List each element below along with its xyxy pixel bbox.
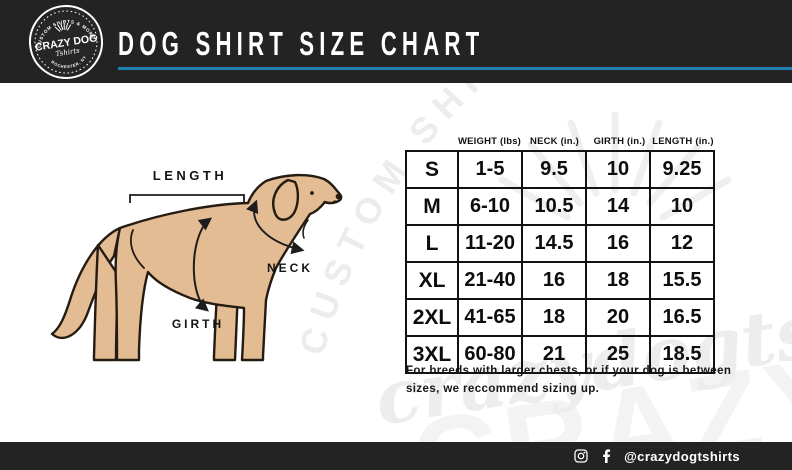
cell-girth: 25 <box>585 335 651 374</box>
logo-rays <box>54 22 72 32</box>
col-header-weight: WEIGHT (lbs) <box>457 136 522 147</box>
dog-nose <box>335 193 343 200</box>
neck-measure-arrow <box>246 199 305 255</box>
table-column-headers: WEIGHT (lbs) NECK (in.) GIRTH (in.) LENG… <box>405 130 717 147</box>
title-underline <box>118 67 792 70</box>
dog-measurement-diagram: LENGTH NECK GIRTH <box>50 168 343 362</box>
dog-eye <box>310 191 314 195</box>
cell-length: 10 <box>649 187 715 226</box>
facebook-icon[interactable] <box>599 449 613 463</box>
col-header-girth: GIRTH (in.) <box>593 136 646 147</box>
sizing-note: For breeds with larger chests, or if you… <box>406 365 732 395</box>
cell-girth: 20 <box>585 298 651 337</box>
col-header-length: LENGTH (in.) <box>652 136 714 147</box>
table-row: M 6-10 10.5 14 10 <box>405 187 715 226</box>
dog-mouth-line <box>323 200 336 205</box>
size-table: S 1-5 9.5 10 9.25 M 6-10 10.5 14 10 L 11-20 14.5 16 12… <box>405 150 715 374</box>
cell-neck: 10.5 <box>521 187 587 226</box>
page-title: DOG SHIRT SIZE CHART <box>118 26 485 63</box>
cell-weight: 6-10 <box>457 187 523 226</box>
table-row: 3XL 60-80 21 25 18.5 <box>405 335 715 374</box>
cell-weight: 60-80 <box>457 335 523 374</box>
cell-neck: 21 <box>521 335 587 374</box>
cell-girth: 18 <box>585 261 651 300</box>
girth-label: GIRTH <box>172 317 224 331</box>
cell-girth: 14 <box>585 187 651 226</box>
girth-measure-arrow <box>192 217 213 312</box>
cell-neck: 16 <box>521 261 587 300</box>
cell-length: 16.5 <box>649 298 715 337</box>
cell-length: 18.5 <box>649 335 715 374</box>
cell-size: S <box>405 150 459 189</box>
cell-length: 12 <box>649 224 715 263</box>
instagram-icon[interactable] <box>574 449 588 463</box>
col-header-neck: NECK (in.) <box>530 136 579 147</box>
header-bar: CUSTOM SHIRTS & MORE CRAZY DOG Tshirts R… <box>0 0 792 83</box>
crazy-dog-logo: CUSTOM SHIRTS & MORE CRAZY DOG Tshirts R… <box>29 5 103 79</box>
size-table-body: S 1-5 9.5 10 9.25 M 6-10 10.5 14 10 L 11-20 14.5 16 12… <box>405 150 715 374</box>
cell-weight: 41-65 <box>457 298 523 337</box>
footer-bar: @crazydogtshirts <box>0 442 792 470</box>
length-label: LENGTH <box>153 168 227 183</box>
dog-far-hind-leg <box>92 243 120 362</box>
neck-label: NECK <box>267 261 313 275</box>
cell-size: XL <box>405 261 459 300</box>
cell-length: 9.25 <box>649 150 715 189</box>
cell-girth: 16 <box>585 224 651 263</box>
logo-script-text: Tshirts <box>55 46 81 58</box>
dog-thigh-line <box>130 229 145 269</box>
cell-weight: 21-40 <box>457 261 523 300</box>
cell-neck: 18 <box>521 298 587 337</box>
table-row: L 11-20 14.5 16 12 <box>405 224 715 263</box>
length-bracket <box>129 194 245 203</box>
cell-neck: 9.5 <box>521 150 587 189</box>
cell-girth: 10 <box>585 150 651 189</box>
cell-weight: 1-5 <box>457 150 523 189</box>
social-handle[interactable]: @crazydogtshirts <box>624 448 740 464</box>
table-row: XL 21-40 16 18 15.5 <box>405 261 715 300</box>
cell-size: 2XL <box>405 298 459 337</box>
table-row: S 1-5 9.5 10 9.25 <box>405 150 715 189</box>
table-row: 2XL 41-65 18 20 16.5 <box>405 298 715 337</box>
cell-length: 15.5 <box>649 261 715 300</box>
cell-weight: 11-20 <box>457 224 523 263</box>
cell-size: 3XL <box>405 335 459 374</box>
cell-size: M <box>405 187 459 226</box>
cell-size: L <box>405 224 459 263</box>
cell-neck: 14.5 <box>521 224 587 263</box>
